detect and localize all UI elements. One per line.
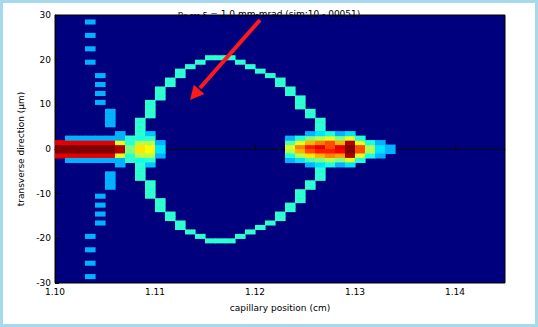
svg-text:1.14: 1.14 [445, 287, 465, 297]
svg-text:1.10: 1.10 [45, 287, 65, 297]
svg-text:-30: -30 [36, 278, 51, 288]
svg-text:0: 0 [45, 144, 51, 154]
svg-text:capillary position (cm): capillary position (cm) [230, 303, 330, 313]
svg-text:1.12: 1.12 [245, 287, 265, 297]
svg-text:-20: -20 [36, 233, 51, 243]
svg-text:transverse direction (μm): transverse direction (μm) [16, 92, 26, 207]
svg-text:30: 30 [40, 10, 52, 20]
svg-text:1.11: 1.11 [145, 287, 165, 297]
svg-text:20: 20 [40, 55, 52, 65]
svg-text:10: 10 [40, 99, 52, 109]
svg-text:nₑ --- ε = 1.0 mm-mrad (sim:10: nₑ --- ε = 1.0 mm-mrad (sim:10 - 00051) [178, 9, 361, 19]
svg-text:1.13: 1.13 [345, 287, 365, 297]
svg-text:-10: -10 [36, 189, 51, 199]
